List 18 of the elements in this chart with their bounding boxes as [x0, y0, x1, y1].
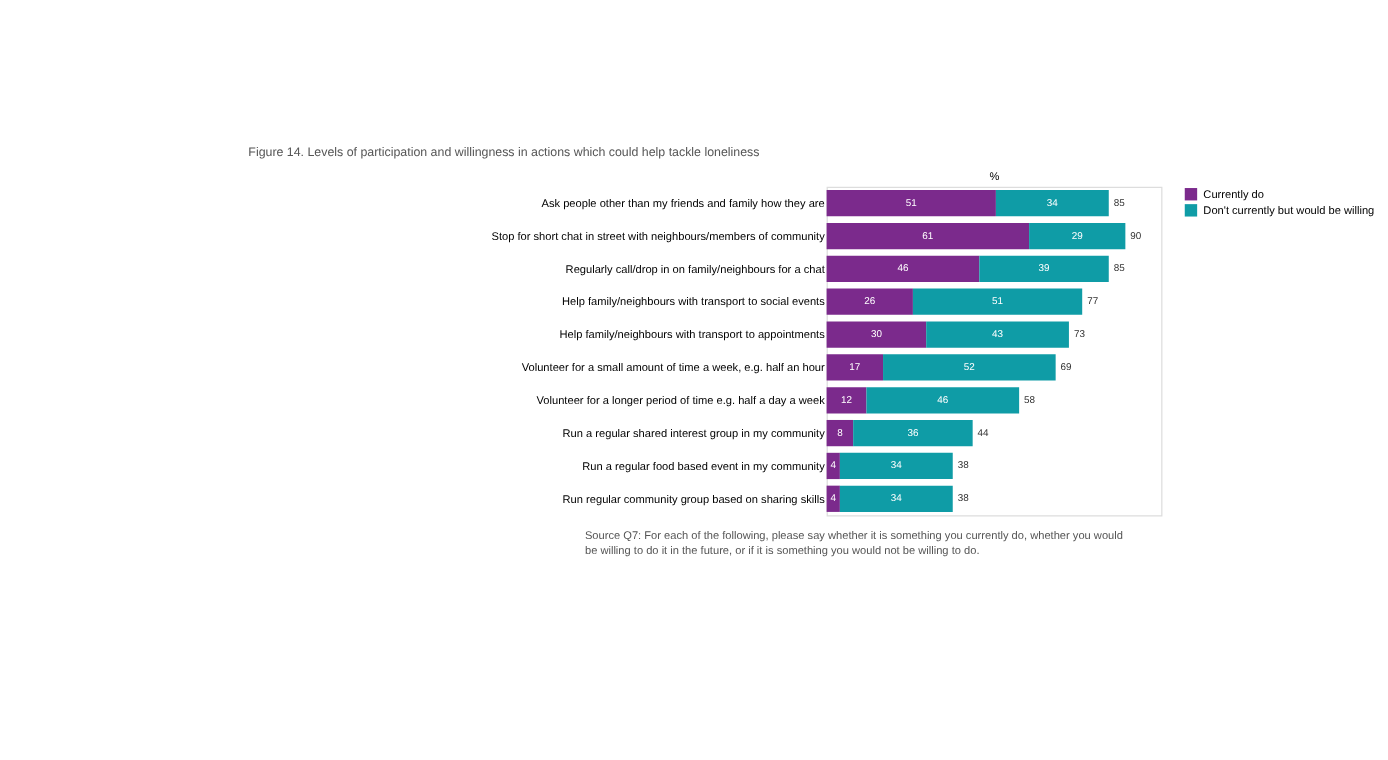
bar	[853, 419, 973, 447]
bar	[826, 419, 854, 447]
bar	[839, 452, 953, 480]
bar	[979, 255, 1109, 283]
bar	[826, 354, 884, 381]
bar	[912, 288, 1083, 315]
bar	[995, 190, 1109, 217]
bar	[826, 387, 867, 414]
bar	[839, 485, 953, 512]
bar	[826, 288, 913, 315]
bar	[826, 321, 927, 348]
bar	[826, 190, 996, 217]
bar	[1029, 222, 1126, 250]
bar	[866, 387, 1020, 414]
bar	[883, 354, 1056, 381]
bar	[826, 222, 1030, 250]
bar	[926, 321, 1069, 348]
bar	[826, 255, 980, 283]
